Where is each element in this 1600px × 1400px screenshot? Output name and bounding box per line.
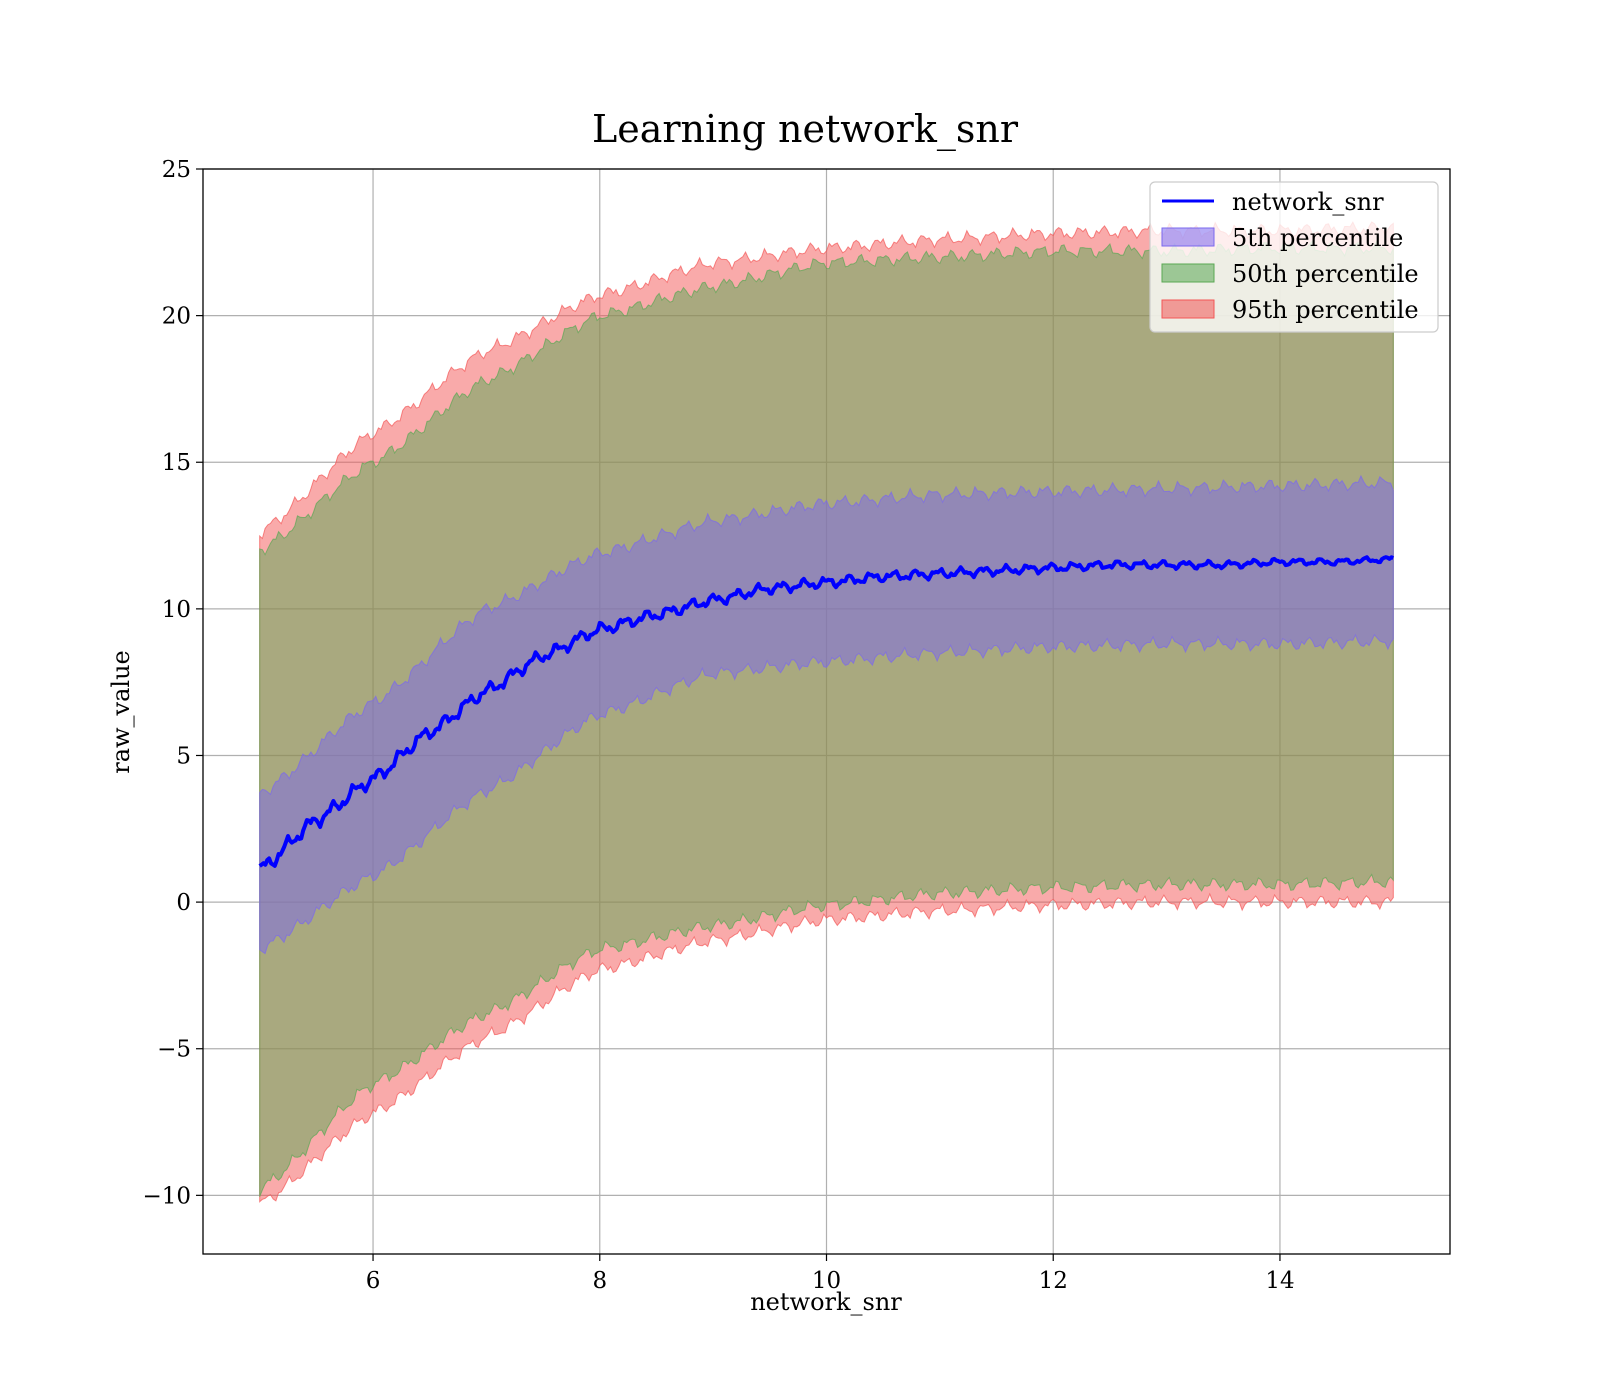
x-tick-label: 12 [1039, 1268, 1068, 1294]
legend-swatch-5th [1161, 227, 1215, 247]
legend-label-line: network_snr [1232, 188, 1384, 216]
network-snr-line [258, 555, 1394, 868]
legend: network_snr 5th percentile 50th percenti… [1149, 181, 1439, 333]
y-tick-label: 15 [162, 450, 191, 476]
x-tick-label: 14 [1265, 1268, 1294, 1294]
chart-title: Learning network_snr [592, 107, 1019, 152]
percentile-bands [259, 221, 1394, 1203]
y-tick-label: −5 [157, 1037, 191, 1063]
x-tick-label: 8 [592, 1268, 607, 1294]
y-tick-label: −10 [142, 1183, 191, 1209]
y-tick-label: 25 [162, 157, 191, 183]
y-axis-label: raw_value [107, 650, 135, 774]
legend-label-50th: 50th percentile [1232, 260, 1419, 288]
y-tick-label: 20 [162, 304, 191, 330]
series-line-group [258, 555, 1394, 868]
y-tick-label: 10 [162, 597, 191, 623]
legend-swatch-50th [1161, 263, 1215, 283]
y-axis-ticks: −10 −5 0 5 10 15 20 25 [142, 157, 203, 1209]
legend-label-5th: 5th percentile [1232, 224, 1403, 252]
band-5th-percentile [259, 474, 1394, 955]
legend-swatch-95th [1161, 299, 1215, 319]
legend-label-95th: 95th percentile [1232, 296, 1419, 324]
x-tick-label: 6 [366, 1268, 381, 1294]
x-axis-label: network_snr [750, 1288, 902, 1316]
x-tick-label: 10 [812, 1268, 841, 1294]
y-tick-label: 0 [176, 890, 191, 916]
y-tick-label: 5 [176, 743, 191, 769]
legend-box [1149, 181, 1439, 333]
band-50th-percentile [259, 239, 1394, 1197]
x-axis-ticks: 6 8 10 12 14 [366, 1254, 1295, 1294]
